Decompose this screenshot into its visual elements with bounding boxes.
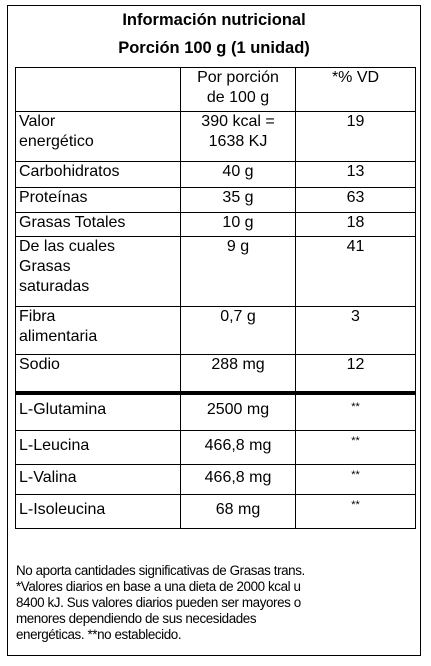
nutrient-name: L-Isoleucina — [15, 494, 181, 529]
nutrient-dv: 12 — [295, 354, 416, 395]
nutrient-name: Carbohidratos — [15, 161, 181, 188]
footnote: No aporta cantidades significativas de G… — [16, 563, 416, 643]
nutrient-amount: 0,7 g — [180, 306, 296, 355]
serving-size: Porción 100 g (1 unidad) — [118, 39, 310, 57]
footnote-line: No aporta cantidades significativas de G… — [16, 563, 305, 578]
nutrient-name: Valor energético — [15, 111, 181, 162]
nutrient-dv: 41 — [295, 236, 416, 307]
table-row: Fibra alimentaria 0,7 g 3 — [15, 306, 416, 355]
header-per-portion: Por porción de 100 g — [180, 67, 296, 112]
footnote-line: menores dependiendo de sus necesidades — [16, 611, 257, 626]
nutrient-dv: 18 — [295, 212, 416, 237]
nutrient-amount: 390 kcal = 1638 KJ — [180, 111, 296, 162]
nutrient-dv: ** — [295, 430, 416, 465]
table-row: Grasas Totales 10 g 18 — [15, 212, 416, 237]
nutrient-name: De las cuales Grasas saturadas — [15, 236, 181, 307]
nutrient-amount: 35 g — [180, 187, 296, 213]
nutrition-label: Información nutricional Porción 100 g (1… — [7, 5, 421, 656]
header-nutrient — [15, 67, 181, 112]
nutrient-amount: 2500 mg — [180, 392, 296, 431]
nutrient-dv: 19 — [295, 111, 416, 162]
nutrition-table: Por porción de 100 g *% VD Valor energét… — [15, 67, 416, 529]
table-row: Proteínas 35 g 63 — [15, 187, 416, 213]
table-header: Por porción de 100 g *% VD — [15, 67, 416, 112]
table-row: Sodio 288 mg 12 — [15, 354, 416, 395]
footnote-line: 8400 kJ. Sus valores diarios pueden ser … — [16, 595, 301, 610]
nutrient-name: Fibra alimentaria — [15, 306, 181, 355]
nutrient-dv: ** — [295, 464, 416, 495]
table-row: Valor energético 390 kcal = 1638 KJ 19 — [15, 111, 416, 162]
table-row: De las cuales Grasas saturadas 9 g 41 — [15, 236, 416, 307]
nutrient-name: Grasas Totales — [15, 212, 181, 237]
nutrient-dv: ** — [295, 392, 416, 431]
nutrient-amount: 288 mg — [180, 354, 296, 395]
nutrient-amount: 9 g — [180, 236, 296, 307]
table-row: L-Glutamina 2500 mg ** — [15, 392, 416, 431]
nutrient-name: L-Glutamina — [15, 392, 181, 431]
nutrient-name: L-Leucina — [15, 430, 181, 465]
nutrient-name: Sodio — [15, 354, 181, 395]
nutrient-amount: 40 g — [180, 161, 296, 188]
table-row: L-Valina 466,8 mg ** — [15, 464, 416, 495]
nutrient-amount: 10 g — [180, 212, 296, 237]
footnote-line: energéticas. **no establecido. — [16, 627, 182, 642]
table-row: L-Leucina 466,8 mg ** — [15, 430, 416, 465]
nutrient-amount: 466,8 mg — [180, 464, 296, 495]
nutrient-name: Proteínas — [15, 187, 181, 213]
nutrient-dv: 63 — [295, 187, 416, 213]
table-row: L-Isoleucina 68 mg ** — [15, 494, 416, 529]
nutrient-dv: 3 — [295, 306, 416, 355]
table-row: Carbohidratos 40 g 13 — [15, 161, 416, 188]
label-title: Información nutricional — [122, 11, 306, 29]
nutrient-amount: 466,8 mg — [180, 430, 296, 465]
header-dv: *% VD — [295, 67, 416, 112]
nutrient-amount: 68 mg — [180, 494, 296, 529]
footnote-line: *Valores diarios en base a una dieta de … — [16, 579, 301, 594]
nutrient-name: L-Valina — [15, 464, 181, 495]
nutrient-dv: 13 — [295, 161, 416, 188]
nutrient-dv: ** — [295, 494, 416, 529]
